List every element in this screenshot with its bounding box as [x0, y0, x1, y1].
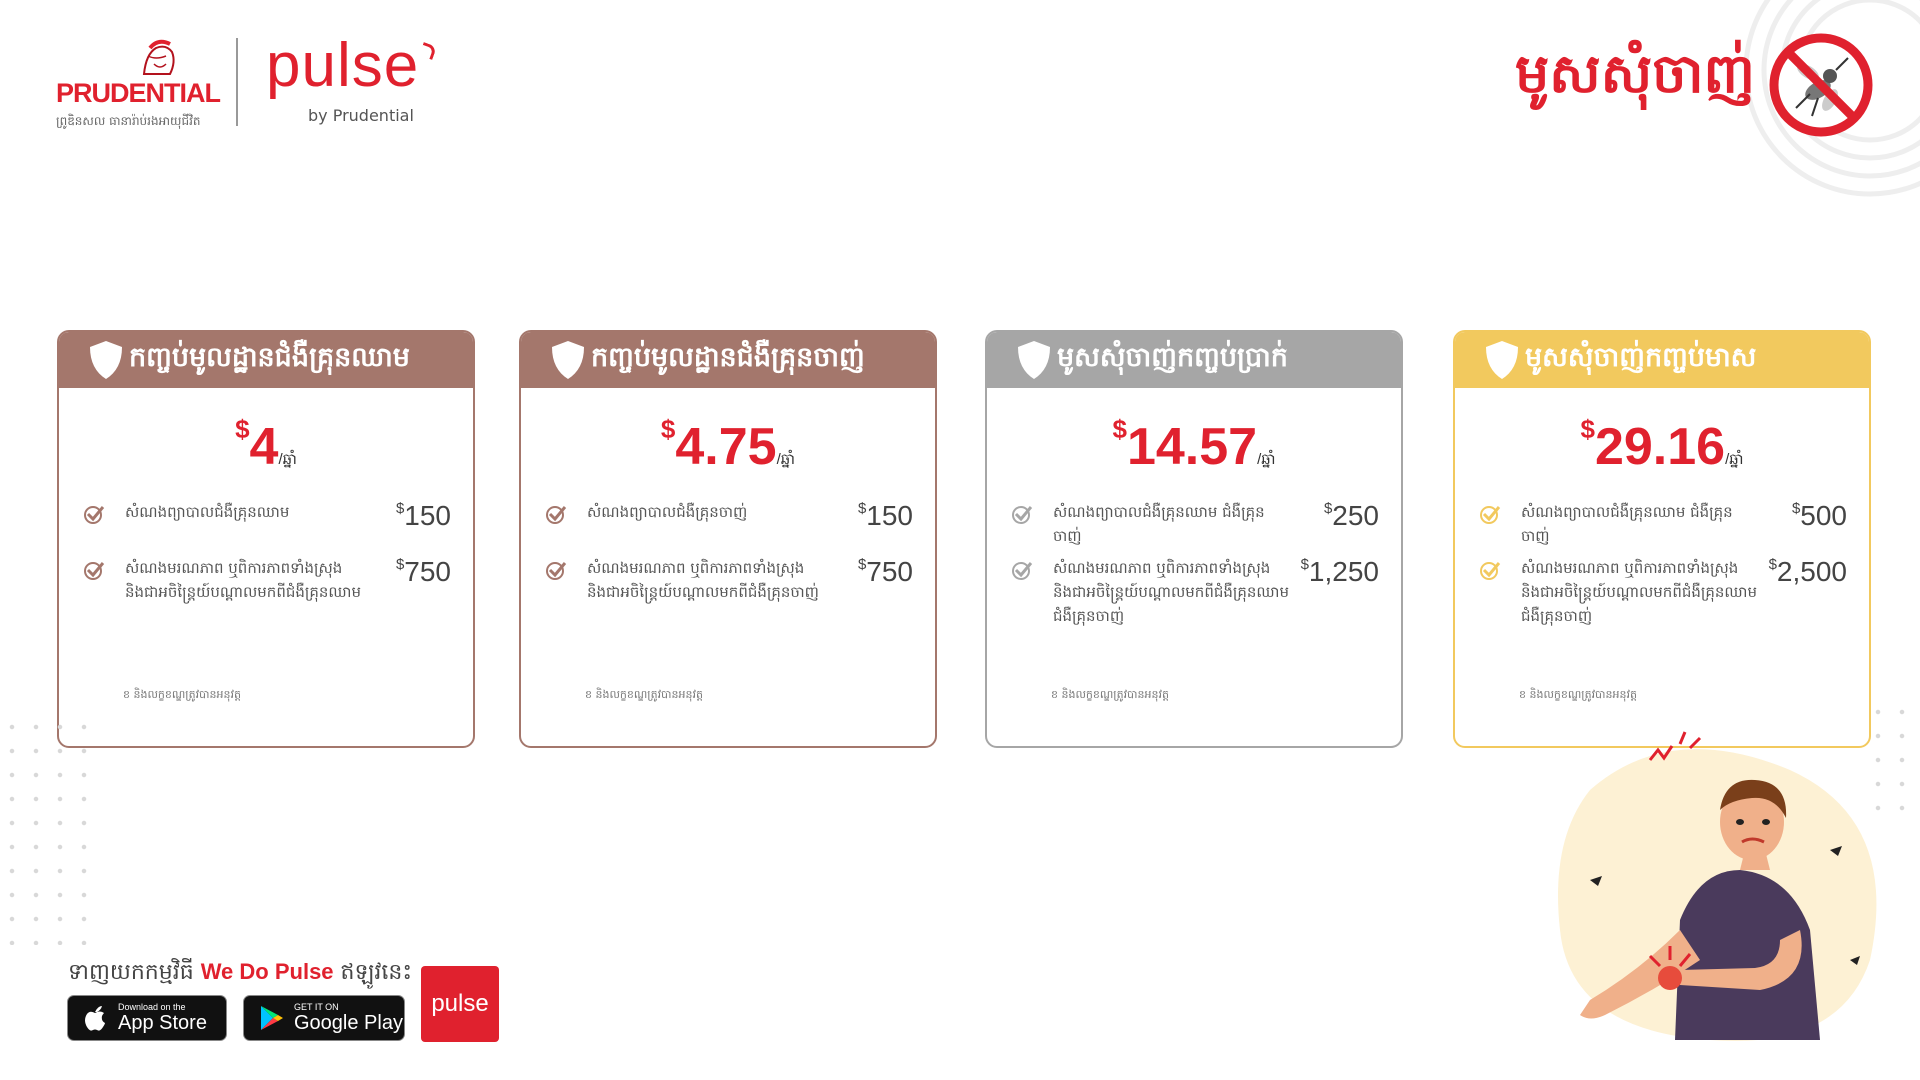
benefit-amount: $1,250 [1300, 556, 1379, 587]
check-icon [546, 506, 567, 524]
price-currency: $ [235, 414, 250, 444]
plan-card-header: មូសសុំចាញ់កញ្ចប់មាស [1455, 332, 1869, 388]
benefit-text: សំណងមរណភាព ឬពិការភាពទាំងស្រុង និងជាអចិន្… [1521, 559, 1757, 625]
google-play-icon [261, 1006, 283, 1030]
price-period: /ឆ្នាំ [1257, 451, 1276, 468]
benefit-amount: $750 [857, 556, 913, 587]
benefit-amount: $150 [395, 500, 451, 531]
plan-price: $29.16/ឆ្នាំ [1455, 414, 1869, 477]
shield-icon [1486, 341, 1518, 379]
product-title: មូសសុំចាញ់ [1515, 42, 1755, 105]
dot-pattern-left [0, 715, 100, 945]
benefit-text: សំណងព្យាបាលជំងឺគ្រុនឈាម ជំងឺគ្រុនចាញ់ [1053, 503, 1265, 545]
benefit-row: សំណងមរណភាព ឬពិការភាពទាំងស្រុង និងជាអចិន្… [83, 556, 451, 604]
pulse-wordmark: pulse [266, 31, 420, 100]
price-amount: 4 [249, 418, 279, 476]
shield-icon [552, 341, 584, 379]
plan-card-dengue-basic[interactable]: កញ្ចប់មូលដ្ឋានជំងឺគ្រុនឈាម $4/ឆ្នាំ សំណង… [57, 330, 475, 748]
price-period: /ឆ្នាំ [1725, 451, 1744, 468]
plan-title: មូសសុំចាញ់កញ្ចប់ប្រាក់ [1057, 341, 1288, 373]
prudence-figure-logo [142, 39, 175, 75]
pulse-byline: by Prudential [308, 106, 414, 125]
check-icon [84, 562, 105, 580]
shield-icon [1018, 341, 1050, 379]
terms-note: ខ និងលក្ខខណ្ឌត្រូវបានអនុវត្ត [1519, 688, 1637, 701]
brand-logos: PRUDENTIAL ព្រូឌិនសល ធានារ៉ាប់រងអាយុជីវិ… [56, 31, 456, 134]
check-icon [1012, 506, 1033, 524]
price-amount: 4.75 [675, 418, 777, 476]
price-currency: $ [1580, 414, 1595, 444]
logo-divider [236, 38, 238, 126]
price-period: /ឆ្នាំ [776, 451, 796, 468]
plan-card-header: កញ្ចប់មូលដ្ឋានជំងឺគ្រុនឈាម [59, 332, 473, 388]
shield-icon [90, 341, 122, 379]
pulse-app-icon[interactable]: pulse [421, 966, 499, 1042]
download-prompt: ទាញយកកម្មវិធី We Do Pulse ឥឡូវនេះ [68, 959, 412, 985]
pulse-tick-mark [419, 42, 437, 60]
benefit-amount: $750 [395, 556, 451, 587]
benefit-text: សំណងព្យាបាលជំងឺគ្រុនចាញ់ [587, 503, 748, 521]
benefit-text: សំណងមរណភាព ឬពិការភាពទាំងស្រុង និងជាអចិន្… [1053, 559, 1289, 625]
price-currency: $ [1112, 414, 1127, 444]
app-store-big-text: App Store [118, 1012, 207, 1034]
benefit-row: សំណងព្យាបាលជំងឺគ្រុនឈាម ជំងឺគ្រុនចាញ់ $5… [1479, 500, 1847, 548]
plan-card-silver[interactable]: មូសសុំចាញ់កញ្ចប់ប្រាក់ $14.57/ឆ្នាំ សំណង… [985, 330, 1403, 748]
benefit-amount: $250 [1323, 500, 1379, 531]
check-icon [1012, 562, 1033, 580]
plan-price: $14.57/ឆ្នាំ [987, 414, 1401, 477]
google-play-button[interactable]: GET IT ON Google Play [243, 995, 405, 1041]
check-icon [1480, 506, 1501, 524]
benefit-text: សំណងមរណភាព ឬពិការភាពទាំងស្រុង និងជាអចិន្… [587, 559, 819, 601]
plan-price: $4/ឆ្នាំ [59, 414, 473, 477]
benefit-row: សំណងព្យាបាលជំងឺគ្រុនចាញ់ $150 [545, 500, 913, 532]
app-store-small-text: Download on the [118, 1002, 186, 1012]
plan-title: កញ្ចប់មូលដ្ឋានជំងឺគ្រុនឈាម [129, 341, 410, 373]
price-amount: 14.57 [1126, 418, 1258, 476]
apple-icon [85, 1006, 105, 1031]
plan-card-gold[interactable]: មូសសុំចាញ់កញ្ចប់មាស $29.16/ឆ្នាំ សំណងព្យ… [1453, 330, 1871, 748]
check-icon [84, 506, 105, 524]
plan-title: កញ្ចប់មូលដ្ឋានជំងឺគ្រុនចាញ់ [591, 341, 865, 373]
dot-pattern-right [1866, 700, 1920, 820]
benefit-amount: $150 [857, 500, 913, 531]
plan-card-malaria-basic[interactable]: កញ្ចប់មូលដ្ឋានជំងឺគ្រុនចាញ់ $4.75/ឆ្នាំ … [519, 330, 937, 748]
prudential-tagline: ព្រូឌិនសល ធានារ៉ាប់រងអាយុជីវិត [56, 114, 201, 128]
benefit-row: សំណងព្យាបាលជំងឺគ្រុនឈាម ជំងឺគ្រុនចាញ់ $2… [1011, 500, 1379, 548]
google-play-small-text: GET IT ON [294, 1002, 339, 1012]
benefit-amount: $500 [1791, 500, 1847, 531]
itchy-man-illustration [1558, 731, 1877, 1041]
price-currency: $ [660, 414, 676, 444]
benefit-amount: $2,500 [1768, 556, 1847, 587]
terms-note: ខ និងលក្ខខណ្ឌត្រូវបានអនុវត្ត [123, 688, 241, 701]
no-mosquito-icon [1769, 33, 1873, 137]
plan-card-header: កញ្ចប់មូលដ្ឋានជំងឺគ្រុនចាញ់ [521, 332, 935, 388]
benefit-row: សំណងមរណភាព ឬពិការភាពទាំងស្រុង និងជាអចិន្… [1011, 556, 1379, 628]
benefit-row: សំណងមរណភាព ឬពិការភាពទាំងស្រុង និងជាអចិន្… [1479, 556, 1847, 628]
benefit-row: សំណងព្យាបាលជំងឺគ្រុនឈាម $150 [83, 500, 451, 532]
terms-note: ខ និងលក្ខខណ្ឌត្រូវបានអនុវត្ត [585, 688, 703, 701]
plan-card-header: មូសសុំចាញ់កញ្ចប់ប្រាក់ [987, 332, 1401, 388]
prudential-wordmark: PRUDENTIAL [56, 78, 221, 108]
app-store-button[interactable]: Download on the App Store [67, 995, 227, 1041]
terms-note: ខ និងលក្ខខណ្ឌត្រូវបានអនុវត្ត [1051, 688, 1169, 701]
check-icon [1480, 562, 1501, 580]
plan-price: $4.75/ឆ្នាំ [521, 414, 935, 477]
benefit-row: សំណងមរណភាព ឬពិការភាពទាំងស្រុង និងជាអចិន្… [545, 556, 913, 604]
benefit-text: សំណងមរណភាព ឬពិការភាពទាំងស្រុង និងជាអចិន្… [125, 559, 361, 601]
benefit-text: សំណងព្យាបាលជំងឺគ្រុនឈាម ជំងឺគ្រុនចាញ់ [1521, 503, 1733, 545]
google-play-big-text: Google Play [294, 1012, 403, 1034]
benefit-text: សំណងព្យាបាលជំងឺគ្រុនឈាម [125, 503, 290, 521]
price-period: /ឆ្នាំ [278, 451, 297, 468]
plan-title: មូសសុំចាញ់កញ្ចប់មាស [1525, 341, 1757, 373]
app-brand-name: We Do Pulse [200, 959, 334, 984]
check-icon [546, 562, 567, 580]
price-amount: 29.16 [1594, 418, 1726, 476]
